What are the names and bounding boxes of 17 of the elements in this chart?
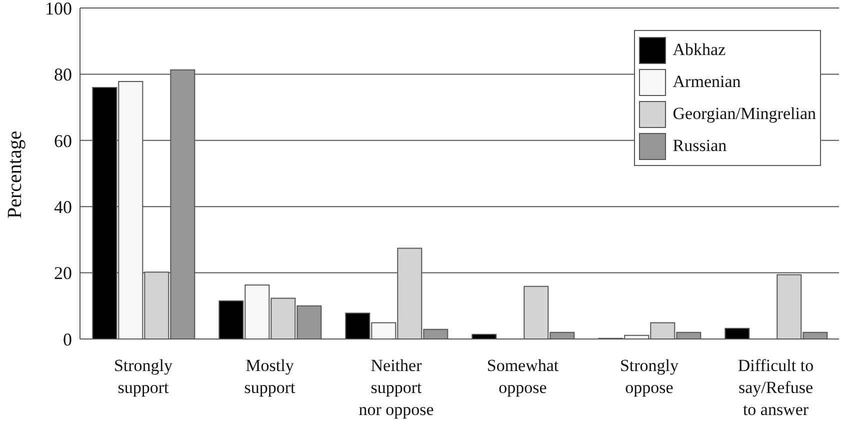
- x-tick-label: Strongly support: [114, 356, 174, 397]
- legend-label: Armenian: [672, 72, 741, 92]
- y-tick-label: 40: [54, 196, 72, 217]
- y-tick-label: 0: [63, 329, 72, 350]
- legend-label: Russian: [672, 136, 727, 156]
- x-tick-label: Mostly support: [244, 356, 296, 397]
- x-tick-label: Neither support nor oppose: [358, 356, 434, 419]
- y-tick-label: 100: [45, 0, 72, 18]
- x-tick-label: Somewhat oppose: [486, 356, 559, 397]
- legend-label: Abkhaz: [672, 40, 726, 60]
- legend-label: Georgian/Mingrelian: [672, 104, 816, 124]
- y-axis-title: Percentage: [4, 130, 26, 218]
- x-tick-label: Difficult to say/Refuse to answer: [738, 356, 814, 419]
- y-tick-label: 20: [54, 263, 72, 284]
- y-tick-label: 80: [54, 64, 72, 85]
- y-tick-label: 60: [54, 130, 72, 151]
- x-tick-label: Strongly oppose: [620, 356, 680, 397]
